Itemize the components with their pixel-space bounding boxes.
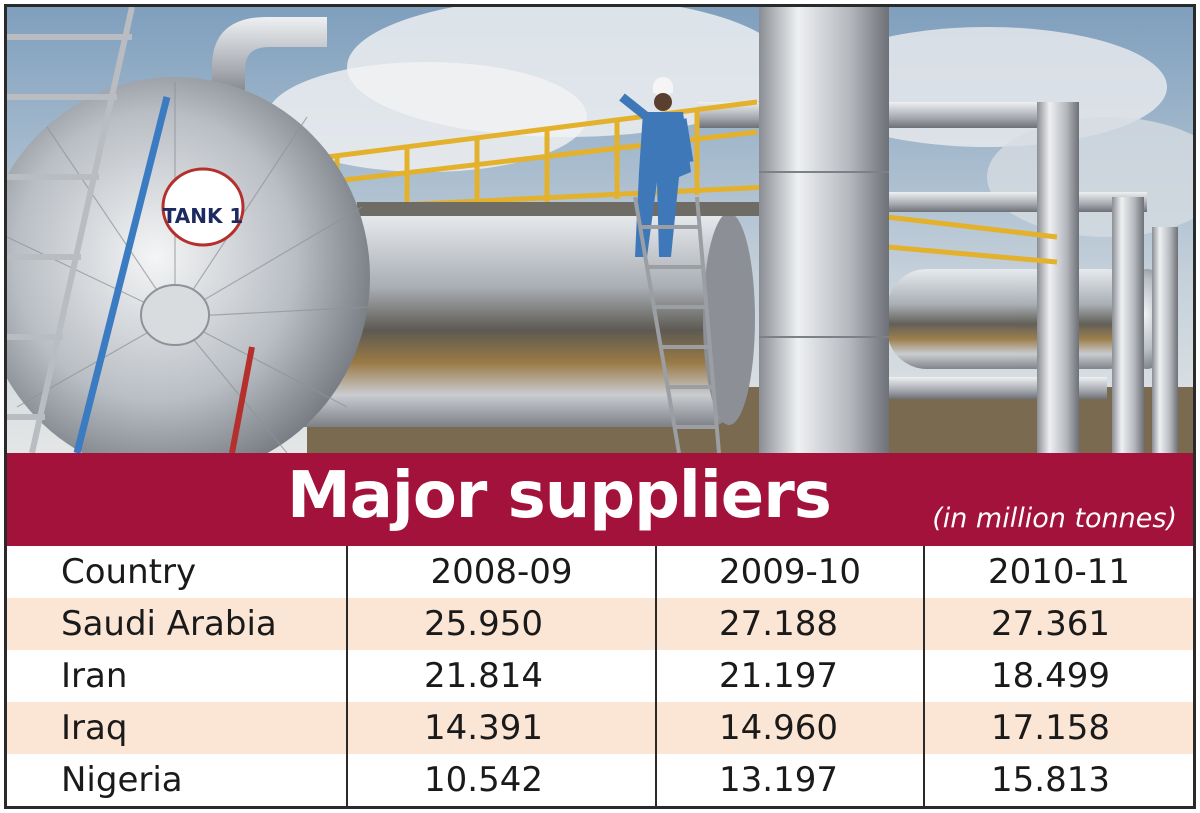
country-cell: Saudi Arabia [7,598,348,650]
column-header: 2008-09 [347,546,657,598]
table-row: Saudi Arabia 25.950 27.188 27.361 [7,598,1193,650]
infographic-frame: TANK 1 Major suppliers (in million tonne… [4,4,1196,809]
tank-badge-label: TANK 1 [163,204,244,228]
value-cell: 21.197 [656,650,925,702]
country-cell: Iraq [7,702,348,754]
value-cell: 17.158 [924,702,1193,754]
table-row: Iraq 14.391 14.960 17.158 [7,702,1193,754]
suppliers-table: Country 2008-09 2009-10 2010-11 Saudi Ar… [7,546,1193,806]
unit-note: (in million tonnes) [932,503,1177,534]
value-cell: 15.813 [991,760,1110,800]
value-cell: 10.542 [347,754,657,806]
header-row: Country 2008-09 2009-10 2010-11 [7,546,1193,598]
column-header: Country [7,546,348,598]
country-cell: Nigeria [7,754,348,806]
value-cell: 25.950 [347,598,657,650]
table-row: Iran 21.814 21.197 18.499 [7,650,1193,702]
value-cell: 21.814 [347,650,657,702]
value-cell: 14.391 [347,702,657,754]
oil-storage-photo: TANK 1 [7,7,1193,453]
value-cell: 27.361 [924,598,1193,650]
value-cell: 13.197 [656,754,925,806]
column-header: 2010-11 [987,552,1131,592]
value-cell: 18.499 [991,656,1110,696]
value-cell: 27.188 [656,598,925,650]
chart-title: Major suppliers [287,459,832,533]
country-cell: Iran [7,650,348,702]
column-header: 2009-10 [656,546,925,598]
value-cell: 14.960 [656,702,925,754]
title-banner: Major suppliers (in million tonnes) [7,453,1193,546]
table-row: Nigeria 10.542 13.197 15.813 [7,754,1193,806]
